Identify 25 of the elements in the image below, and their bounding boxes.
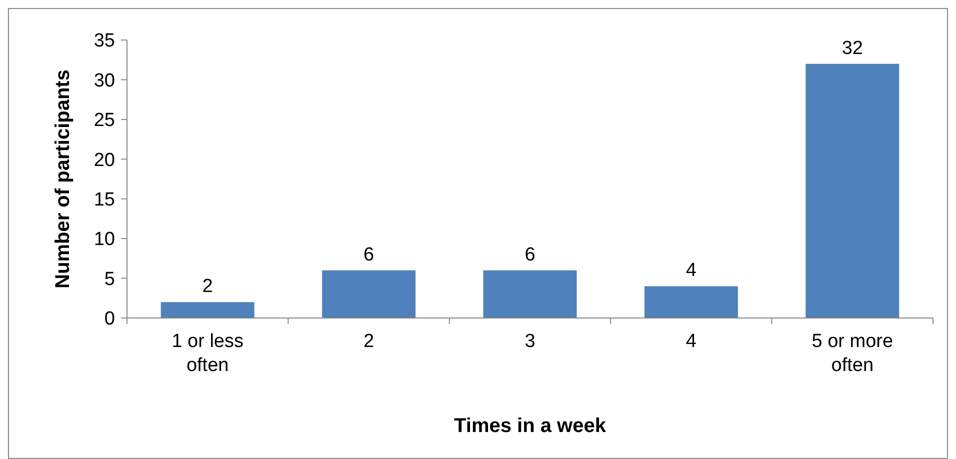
y-tick-label: 35 (94, 30, 115, 52)
bar (806, 64, 900, 318)
data-label: 32 (842, 38, 863, 59)
bar (322, 270, 416, 318)
data-label: 6 (524, 244, 536, 266)
bar (160, 302, 254, 318)
x-tick-label: 4 (686, 331, 697, 352)
bar (483, 270, 577, 318)
y-tick-label: 25 (94, 110, 115, 132)
y-tick-label: 20 (94, 150, 115, 171)
y-tick-label: 0 (104, 308, 115, 330)
y-tick-label: 15 (94, 190, 115, 211)
data-label: 4 (686, 260, 697, 282)
x-axis-title: Times in a week (454, 415, 607, 437)
y-tick-label: 30 (94, 70, 115, 92)
data-label: 6 (364, 244, 374, 266)
y-tick-label: 10 (94, 229, 115, 250)
y-tick-label: 5 (104, 268, 115, 290)
x-tick-label: 3 (524, 331, 536, 352)
x-tick-label: 5 or more often (812, 331, 894, 376)
data-label: 2 (202, 276, 213, 298)
x-tick-label: 2 (364, 331, 374, 352)
x-tick-label: 1 or less often (172, 331, 244, 376)
bar (644, 286, 738, 318)
y-axis-title: Number of participants (52, 70, 74, 288)
